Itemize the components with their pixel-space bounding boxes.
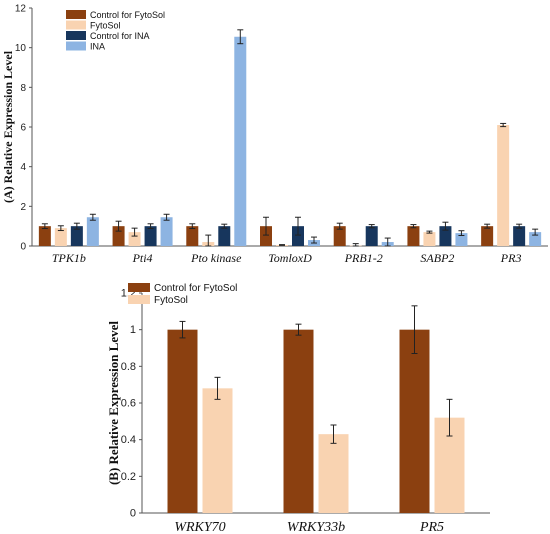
chart-a-bar-control-for-ina-pto-kinase: [218, 226, 231, 246]
chart-a-category-label: Pti4: [132, 251, 153, 265]
chart-a-bar-fytosol-pr3: [497, 125, 510, 246]
chart-a-bar-control-for-fytosol-tomloxd: [260, 226, 272, 246]
chart-b-legend-swatch-control-for-fytosol: [128, 283, 150, 292]
chart-b-y-axis-label: (B) Relative Expression Level: [106, 321, 121, 485]
chart-b-bar-control-for-fytosol-pr5: [399, 329, 430, 513]
chart-a-bar-control-for-fytosol-pto-kinase: [186, 226, 199, 246]
chart-a-category-label: TomloxD: [268, 251, 312, 265]
chart-a-y-tick-label: 8: [20, 83, 26, 94]
chart-b-y-tick-label: 0.8: [121, 361, 136, 373]
chart-a-bar-ina-pto-kinase: [234, 36, 247, 247]
chart-a-bar-ina-tpk1b: [86, 217, 99, 246]
chart-a-bar-ina-pti4: [160, 217, 173, 246]
chart-b-y-tick-label: 0: [130, 508, 136, 520]
chart-b-category-label: WRKY33b: [287, 520, 345, 534]
chart-a-y-tick-label: 0: [20, 242, 26, 253]
chart-a-bar-control-for-fytosol-prb1-2: [333, 226, 346, 246]
chart-a-y-tick-label: 6: [20, 123, 26, 134]
chart-a-legend-swatch-ina: [66, 41, 86, 51]
chart-b-bar-control-for-fytosol-wrky70: [167, 329, 198, 513]
chart-b-legend-swatch-fytosol: [128, 295, 150, 304]
chart-a-bar-control-for-ina-pr3: [513, 226, 526, 246]
chart-b-y-tick-label: 0.2: [121, 471, 136, 483]
chart-a-bar-ina-sabp2: [455, 233, 468, 246]
chart-a-category-label: TPK1b: [52, 251, 86, 265]
chart-a-bar-control-for-ina-sabp2: [439, 226, 452, 246]
chart-b-bar-control-for-fytosol-wrky33b: [283, 329, 314, 513]
chart-a-legend-swatch-control-for-fytosol: [66, 10, 86, 19]
chart-a-bar-control-for-ina-tomloxd: [292, 226, 304, 246]
chart-a-legend-label: Control for INA: [90, 31, 150, 41]
chart-a-category-label: PRB1-2: [344, 251, 383, 265]
chart-a-bar-control-for-ina-tpk1b: [70, 226, 83, 246]
chart-a-legend-label: Control for FytoSol: [90, 10, 165, 20]
chart-b-category-label: PR5: [419, 520, 444, 534]
chart-a-y-tick-label: 10: [15, 43, 27, 54]
chart-a-legend-swatch-fytosol: [66, 20, 86, 30]
chart-a-category-label: PR3: [500, 251, 522, 265]
chart-a-bar-fytosol-tpk1b: [54, 228, 67, 246]
chart-a-bar-control-for-ina-pti4: [144, 226, 157, 246]
chart-b-bar-fytosol-wrky33b: [318, 434, 349, 513]
chart-a-bar-fytosol-sabp2: [423, 232, 436, 246]
chart-a-legend-label: FytoSol: [90, 21, 121, 31]
chart-b-legend-label: FytoSol: [154, 295, 188, 306]
chart-a-legend-label: INA: [90, 42, 105, 52]
chart-b-category-label: WRKY70: [174, 520, 225, 534]
chart-b-y-tick-label: 0.6: [121, 398, 136, 410]
chart-a-category-label: SABP2: [420, 251, 454, 265]
chart-a-y-axis-label: (A) Relative Expression Level: [1, 50, 15, 203]
chart-a-y-tick-label: 2: [20, 202, 26, 213]
chart-a-bar-control-for-ina-prb1-2: [365, 226, 378, 246]
chart-a-bar-control-for-fytosol-tpk1b: [38, 226, 51, 246]
chart-a-legend-swatch-control-for-ina: [66, 31, 86, 40]
chart-a-category-label: Pto kinase: [190, 251, 242, 265]
chart-b-y-tick-label: 1: [130, 324, 136, 336]
chart-a-bar-control-for-fytosol-sabp2: [407, 226, 420, 246]
chart-b-y-tick-label: 0.4: [121, 434, 136, 446]
chart-a-y-tick-label: 12: [15, 4, 27, 15]
chart-b-bar-fytosol-wrky70: [202, 388, 233, 513]
chart-b-legend-label: Control for FytoSol: [154, 283, 237, 294]
chart-a-bar-control-for-fytosol-pr3: [481, 226, 494, 246]
chart-a-y-tick-label: 4: [20, 162, 26, 173]
